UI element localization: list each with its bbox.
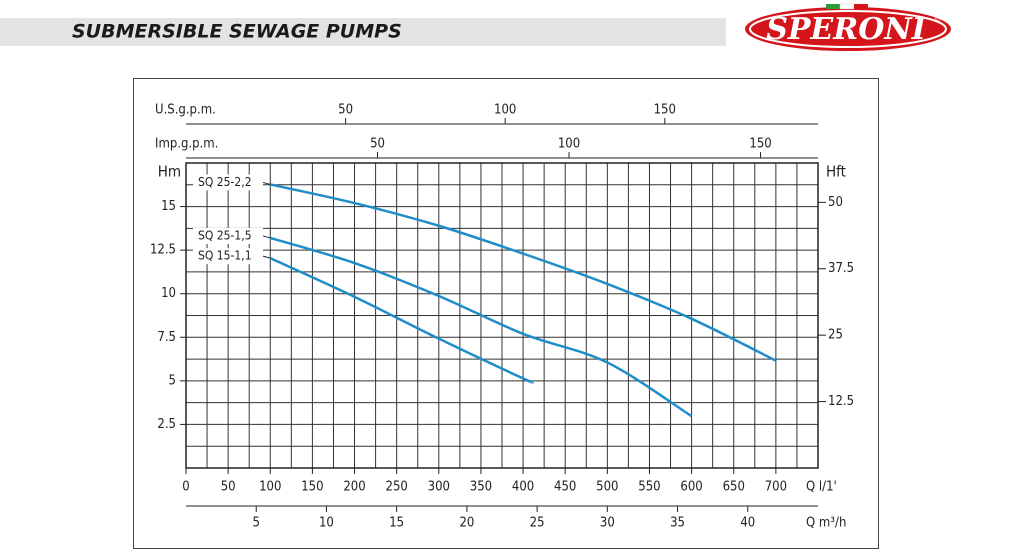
top-axis-tick-label: 150 bbox=[749, 137, 771, 152]
x-tick-label: 100 bbox=[259, 480, 281, 495]
y-tick-label: 2.5 bbox=[157, 417, 176, 432]
logo-text: SPERONI bbox=[766, 12, 927, 47]
curve-label-box bbox=[193, 248, 263, 265]
y2-axis-label: Hft bbox=[826, 163, 846, 181]
x-tick-label: 500 bbox=[596, 480, 618, 495]
chart-frame bbox=[133, 78, 879, 549]
top-axis-label: Imp.g.p.m. bbox=[155, 137, 218, 152]
x-tick-label: 0 bbox=[182, 480, 189, 495]
bottom-axis-tick-label: 35 bbox=[670, 516, 685, 531]
x-tick-label: 450 bbox=[554, 480, 576, 495]
top-axis-label: U.S.g.p.m. bbox=[155, 103, 216, 118]
y-tick-label: 10 bbox=[161, 286, 176, 301]
y-tick-label: 12.5 bbox=[150, 243, 176, 258]
logo-mark: ® bbox=[934, 14, 943, 24]
x-tick-label: 600 bbox=[680, 480, 702, 495]
chart: 0 50 100 150 200 250 300 350 400 450 500 550 600 650 7… bbox=[150, 103, 854, 531]
curve-label-box bbox=[193, 227, 263, 244]
x-tick-label: 550 bbox=[638, 480, 660, 495]
x-tick-label: 650 bbox=[723, 480, 745, 495]
curve-label-leader bbox=[262, 235, 271, 239]
bottom-axis-tick-label: 10 bbox=[319, 516, 334, 531]
curve-label: SQ 25-1,5 bbox=[198, 228, 252, 242]
top-axis-tick-label: 150 bbox=[654, 103, 676, 118]
x-axis-label: Q l/1' bbox=[806, 480, 837, 495]
y-tick-label: 7.5 bbox=[157, 330, 176, 345]
bottom-axis-tick-label: 30 bbox=[600, 516, 615, 531]
curve-label-leader bbox=[262, 181, 271, 185]
pump-curve bbox=[269, 236, 693, 418]
x-tick-label: 50 bbox=[221, 480, 236, 495]
x-tick-label: 400 bbox=[512, 480, 534, 495]
bottom-axis-tick-label: 5 bbox=[252, 516, 259, 531]
x-tick-label: 250 bbox=[386, 480, 408, 495]
x-tick-label: 150 bbox=[301, 480, 323, 495]
bottom-axis-tick-label: 25 bbox=[530, 516, 545, 531]
y2-tick-label: 25 bbox=[828, 328, 843, 343]
logo: SPERONI ® bbox=[745, 3, 951, 51]
plot-border bbox=[185, 162, 819, 469]
y-tick-label: 5 bbox=[169, 373, 176, 388]
curve-label: SQ 15-1,1 bbox=[198, 249, 252, 263]
y2-tick-label: 12.5 bbox=[828, 394, 854, 409]
x-tick-label: 700 bbox=[765, 480, 787, 495]
bottom-axis-tick-label: 15 bbox=[389, 516, 404, 531]
curve-label-box bbox=[193, 174, 263, 191]
y2-tick-label: 50 bbox=[828, 195, 843, 210]
x-tick-label: 200 bbox=[343, 480, 365, 495]
top-axis-tick-label: 100 bbox=[494, 103, 516, 118]
x-tick-label: 350 bbox=[470, 480, 492, 495]
bottom-axis-tick-label: 40 bbox=[740, 516, 755, 531]
curve-label-leader bbox=[262, 255, 271, 259]
bottom-axis-label: Q m³/h bbox=[806, 516, 846, 531]
pump-curve bbox=[269, 183, 777, 362]
y-tick-label: 15 bbox=[161, 199, 176, 214]
curve-label: SQ 25-2,2 bbox=[198, 175, 252, 189]
top-axis-tick-label: 100 bbox=[558, 137, 580, 152]
pump-curve bbox=[269, 257, 534, 384]
x-tick-label: 300 bbox=[428, 480, 450, 495]
bottom-axis-tick-label: 20 bbox=[459, 516, 474, 531]
top-axis-tick-label: 50 bbox=[370, 137, 385, 152]
header-bar bbox=[0, 18, 726, 46]
y2-tick-label: 37.5 bbox=[828, 261, 854, 276]
header-title: SUBMERSIBLE SEWAGE PUMPS bbox=[72, 21, 402, 43]
y-axis-label: Hm bbox=[158, 163, 181, 181]
top-axis-tick-label: 50 bbox=[338, 103, 353, 118]
